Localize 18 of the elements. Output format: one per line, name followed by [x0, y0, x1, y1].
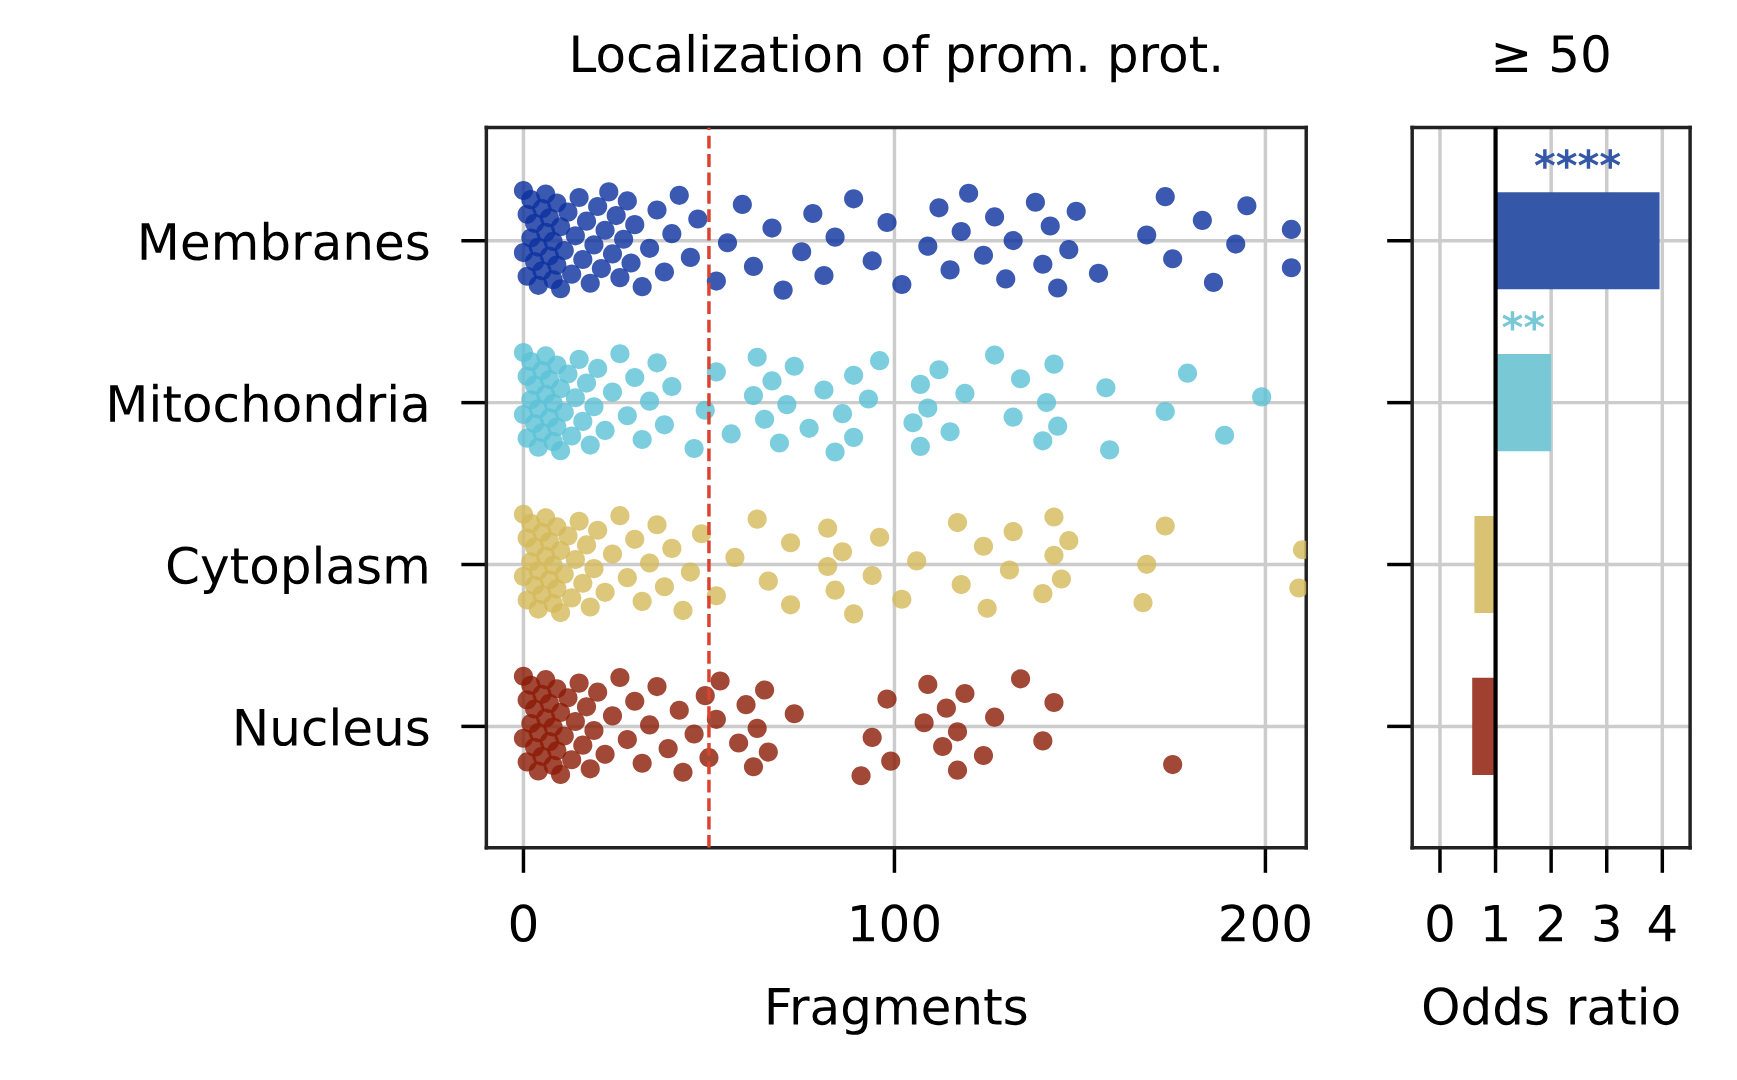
chart-title: ≥ 50: [1495, 34, 1609, 73]
x-tick-label: 0: [510, 904, 537, 943]
annotation: ****: [1534, 149, 1621, 169]
x-tick-label: 3: [1594, 904, 1619, 943]
x-axis-title: Fragments: [768, 988, 1027, 1035]
x-tick-label: 1: [1485, 904, 1507, 942]
y-tick-label: Membranes: [141, 221, 429, 261]
x-tick-label: 4: [1648, 904, 1676, 942]
y-tick-label: Mitochondria: [110, 383, 427, 423]
x-tick-label: 0: [1427, 904, 1453, 943]
chart-title: Localization of prom. prot.: [573, 33, 1219, 83]
annotation: **: [1502, 311, 1545, 331]
x-tick-label: 100: [852, 904, 939, 943]
y-tick-label: Cytoplasm: [167, 545, 427, 594]
x-tick-label: 200: [1221, 904, 1310, 943]
x-axis-title: Odds ratio: [1423, 986, 1679, 1026]
y-tick-label: Nucleus: [236, 707, 429, 747]
x-tick-label: 2: [1538, 904, 1563, 942]
